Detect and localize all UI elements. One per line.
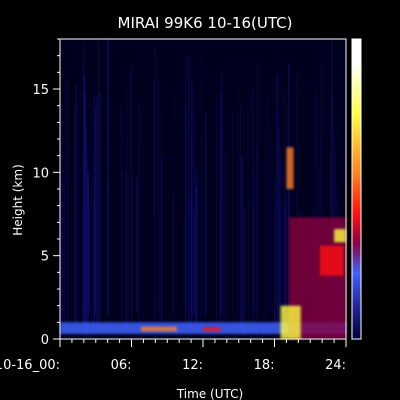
x-tick-label: 24: xyxy=(325,358,346,373)
x-axis: 10-16_00: 06: 12: 18: 24: xyxy=(0,339,347,373)
colorbar xyxy=(351,38,362,340)
x-tick-label: 18: xyxy=(254,358,275,373)
echo-cloud-echo xyxy=(280,305,301,339)
chart-title: MIRAI 99K6 10-16(UTC) xyxy=(118,14,293,32)
y-axis: 0 5 10 15 xyxy=(32,38,60,348)
y-axis-label: Height (km) xyxy=(11,164,25,235)
echo-features xyxy=(60,147,346,339)
y-tick-label: 0 xyxy=(41,333,49,348)
echo-cloud-echo xyxy=(286,147,294,189)
x-tick-label: 06: xyxy=(111,358,132,373)
echo-cloud-echo xyxy=(319,245,344,276)
y-tick-label: 10 xyxy=(32,166,49,181)
y-tick-label: 15 xyxy=(32,83,49,98)
x-tick-label: 10-16_00: xyxy=(0,358,60,373)
plot-area xyxy=(59,38,347,340)
x-axis-label: Time (UTC) xyxy=(176,387,243,400)
x-tick-label: 12: xyxy=(182,358,203,373)
y-tick-label: 5 xyxy=(41,250,49,265)
echo-cloud-echo xyxy=(334,229,346,243)
echo-boundary-layer-echo xyxy=(203,327,221,332)
echo-boundary-layer-echo xyxy=(141,326,177,332)
